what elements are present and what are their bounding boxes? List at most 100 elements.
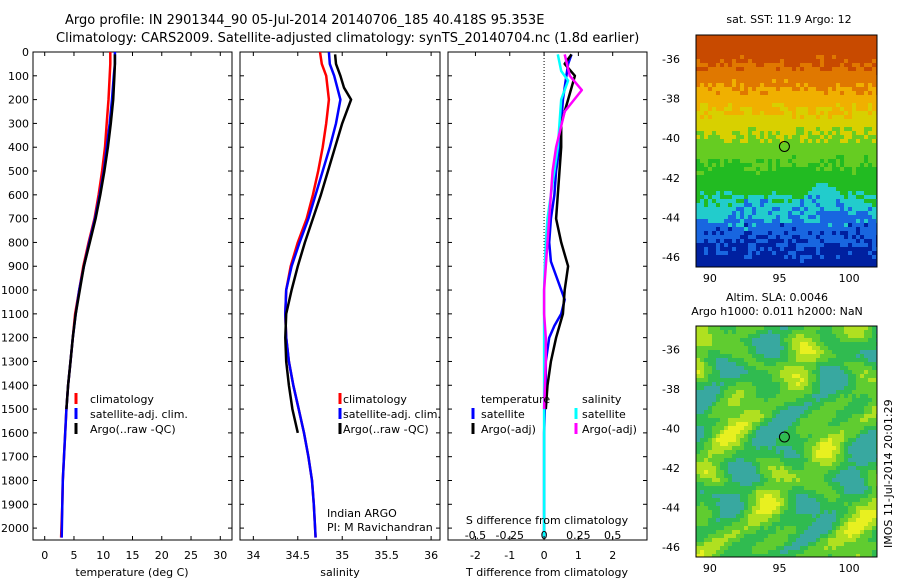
heatmap-cell bbox=[712, 151, 717, 156]
heatmap-cell bbox=[856, 462, 861, 467]
legend-label-satellite: satellite-adj. clim. bbox=[90, 408, 188, 421]
heatmap-cell bbox=[792, 251, 797, 256]
heatmap-cell bbox=[720, 39, 725, 44]
heatmap-cell bbox=[740, 382, 745, 387]
heatmap-cell bbox=[704, 91, 709, 96]
heatmap-cell bbox=[832, 494, 837, 499]
heatmap-cell bbox=[728, 422, 733, 427]
heatmap-cell bbox=[828, 498, 833, 503]
heatmap-cell bbox=[788, 59, 793, 64]
heatmap-cell bbox=[864, 338, 869, 343]
heatmap-cell bbox=[724, 346, 729, 351]
heatmap-cell bbox=[824, 235, 829, 240]
heatmap-cell bbox=[832, 362, 837, 367]
heatmap-cell bbox=[812, 79, 817, 84]
heatmap-cell bbox=[696, 235, 701, 240]
heatmap-cell bbox=[860, 330, 865, 335]
heatmap-cell bbox=[788, 207, 793, 212]
heatmap-cell bbox=[696, 354, 701, 359]
heatmap-cell bbox=[720, 195, 725, 200]
heatmap-cell bbox=[760, 115, 765, 120]
heatmap-cell bbox=[756, 474, 761, 479]
heatmap-cell bbox=[820, 334, 825, 339]
heatmap-cell bbox=[708, 35, 713, 40]
heatmap-cell bbox=[804, 115, 809, 120]
heatmap-cell bbox=[768, 243, 773, 248]
heatmap-cell bbox=[716, 410, 721, 415]
heatmap-cell bbox=[844, 203, 849, 208]
heatmap-cell bbox=[748, 410, 753, 415]
heatmap-cell bbox=[848, 255, 853, 260]
y-tick-label: 800 bbox=[8, 236, 29, 249]
heatmap-cell bbox=[840, 231, 845, 236]
heatmap-cell bbox=[696, 394, 701, 399]
heatmap-cell bbox=[752, 243, 757, 248]
heatmap-cell bbox=[728, 219, 733, 224]
heatmap-cell bbox=[724, 466, 729, 471]
heatmap-cell bbox=[852, 362, 857, 367]
heatmap-cell bbox=[844, 454, 849, 459]
heatmap-cell bbox=[768, 251, 773, 256]
heatmap-cell bbox=[764, 179, 769, 184]
heatmap-cell bbox=[868, 434, 873, 439]
heatmap-cell bbox=[784, 47, 789, 52]
heatmap-cell bbox=[700, 51, 705, 56]
heatmap-cell bbox=[780, 211, 785, 216]
heatmap-cell bbox=[776, 83, 781, 88]
heatmap-cell bbox=[792, 223, 797, 228]
heatmap-cell bbox=[812, 227, 817, 232]
heatmap-cell bbox=[848, 99, 853, 104]
heatmap-cell bbox=[708, 430, 713, 435]
heatmap-cell bbox=[760, 442, 765, 447]
heatmap-cell bbox=[824, 338, 829, 343]
heatmap-cell bbox=[864, 474, 869, 479]
heatmap-cell bbox=[740, 203, 745, 208]
heatmap-cell bbox=[696, 171, 701, 176]
heatmap-cell bbox=[736, 239, 741, 244]
heatmap-cell bbox=[800, 111, 805, 116]
heatmap-cell bbox=[744, 239, 749, 244]
heatmap-cell bbox=[808, 183, 813, 188]
heatmap-cell bbox=[864, 346, 869, 351]
heatmap-cell bbox=[764, 330, 769, 335]
heatmap-cell bbox=[696, 498, 701, 503]
heatmap-cell bbox=[856, 255, 861, 260]
heatmap-cell bbox=[780, 95, 785, 100]
heatmap-cell bbox=[844, 430, 849, 435]
heatmap-cell bbox=[792, 350, 797, 355]
heatmap-cell bbox=[764, 398, 769, 403]
heatmap-cell bbox=[772, 91, 777, 96]
heatmap-cell bbox=[716, 183, 721, 188]
heatmap-cell bbox=[764, 107, 769, 112]
heatmap-cell bbox=[712, 131, 717, 136]
heatmap-cell bbox=[788, 167, 793, 172]
heatmap-cell bbox=[700, 83, 705, 88]
heatmap-cell bbox=[740, 71, 745, 76]
series-line-climatology bbox=[285, 52, 329, 538]
heatmap-cell bbox=[792, 227, 797, 232]
heatmap-cell bbox=[736, 103, 741, 108]
heatmap-cell bbox=[860, 466, 865, 471]
heatmap-cell bbox=[748, 63, 753, 68]
heatmap-cell bbox=[840, 442, 845, 447]
heatmap-cell bbox=[784, 338, 789, 343]
heatmap-cell bbox=[772, 219, 777, 224]
heatmap-cell bbox=[732, 466, 737, 471]
heatmap-cell bbox=[828, 119, 833, 124]
heatmap-cell bbox=[704, 446, 709, 451]
heatmap-cell bbox=[856, 438, 861, 443]
heatmap-cell bbox=[844, 378, 849, 383]
heatmap-cell bbox=[844, 406, 849, 411]
heatmap-cell bbox=[776, 370, 781, 375]
heatmap-cell bbox=[828, 139, 833, 144]
heatmap-cell bbox=[764, 131, 769, 136]
heatmap-cell bbox=[768, 498, 773, 503]
heatmap-cell bbox=[800, 195, 805, 200]
heatmap-cell bbox=[840, 67, 845, 72]
heatmap-cell bbox=[728, 119, 733, 124]
heatmap-cell bbox=[780, 187, 785, 192]
heatmap-cell bbox=[736, 330, 741, 335]
heatmap-cell bbox=[760, 330, 765, 335]
heatmap-cell bbox=[712, 111, 717, 116]
heatmap-cell bbox=[732, 223, 737, 228]
